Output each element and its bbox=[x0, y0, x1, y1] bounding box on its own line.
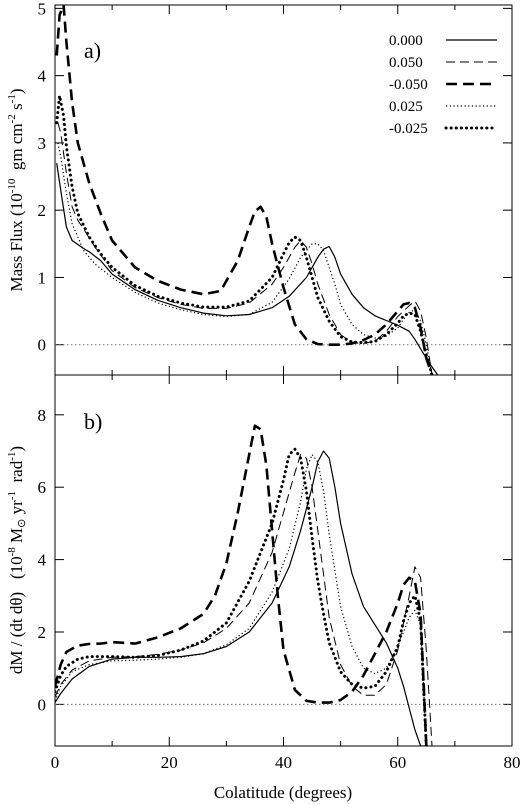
series-line--0.050 bbox=[55, 5, 434, 375]
panel-b-ylabel: dM / (dt dθ) (10-8 M⊙ yr-1 rad-1) bbox=[6, 446, 28, 674]
x-tick-label: 60 bbox=[389, 753, 406, 772]
series-line--0.025 bbox=[55, 94, 434, 375]
series-line-0.050 bbox=[57, 122, 438, 375]
legend-label: 0.050 bbox=[389, 55, 423, 71]
y-tick-label: 4 bbox=[38, 551, 47, 570]
y-tick-label: 8 bbox=[38, 406, 47, 425]
series-line--0.050 bbox=[55, 424, 428, 746]
y-tick-label: 6 bbox=[38, 478, 47, 497]
series-line-0.000 bbox=[55, 450, 427, 746]
panel-a-label: a) bbox=[84, 38, 101, 63]
panel-a-ylabel: Mass Flux (10-10 gm cm-2 s-1) bbox=[6, 88, 26, 291]
panel-b-label: b) bbox=[84, 409, 102, 434]
legend-label: -0.025 bbox=[389, 121, 428, 137]
panel-a-frame bbox=[54, 4, 513, 376]
series-line-0.025 bbox=[57, 142, 433, 375]
series-line-0.050 bbox=[55, 454, 433, 746]
panel-b-frame bbox=[54, 374, 513, 747]
legend-label: 0.000 bbox=[389, 33, 423, 49]
series-line--0.025 bbox=[55, 447, 428, 746]
y-tick-label: 3 bbox=[38, 134, 47, 153]
y-tick-label: 2 bbox=[38, 201, 47, 220]
series-line-0.025 bbox=[55, 454, 427, 746]
legend: 0.000 0.050 -0.050 0.025 -0.025 bbox=[389, 33, 499, 137]
x-tick-label: 0 bbox=[51, 753, 60, 772]
y-tick-label: 5 bbox=[38, 0, 47, 18]
y-tick-label: 0 bbox=[38, 336, 47, 355]
x-axis-label: Colatitude (degrees) bbox=[214, 783, 352, 802]
panel-a-series bbox=[55, 5, 439, 375]
x-tick-label: 40 bbox=[275, 753, 292, 772]
x-tick-label: 20 bbox=[161, 753, 178, 772]
legend-label: -0.050 bbox=[389, 77, 428, 93]
panel-b-series bbox=[55, 424, 433, 746]
y-tick-label: 0 bbox=[38, 695, 47, 714]
panel-a-axes: 0 1 2 3 4 5 bbox=[38, 0, 513, 375]
y-tick-label: 4 bbox=[38, 67, 47, 86]
y-tick-label: 2 bbox=[38, 623, 47, 642]
series-line-0.000 bbox=[56, 163, 439, 375]
y-tick-label: 1 bbox=[38, 268, 47, 287]
legend-label: 0.025 bbox=[389, 99, 423, 115]
x-tick-label: 80 bbox=[504, 753, 520, 772]
